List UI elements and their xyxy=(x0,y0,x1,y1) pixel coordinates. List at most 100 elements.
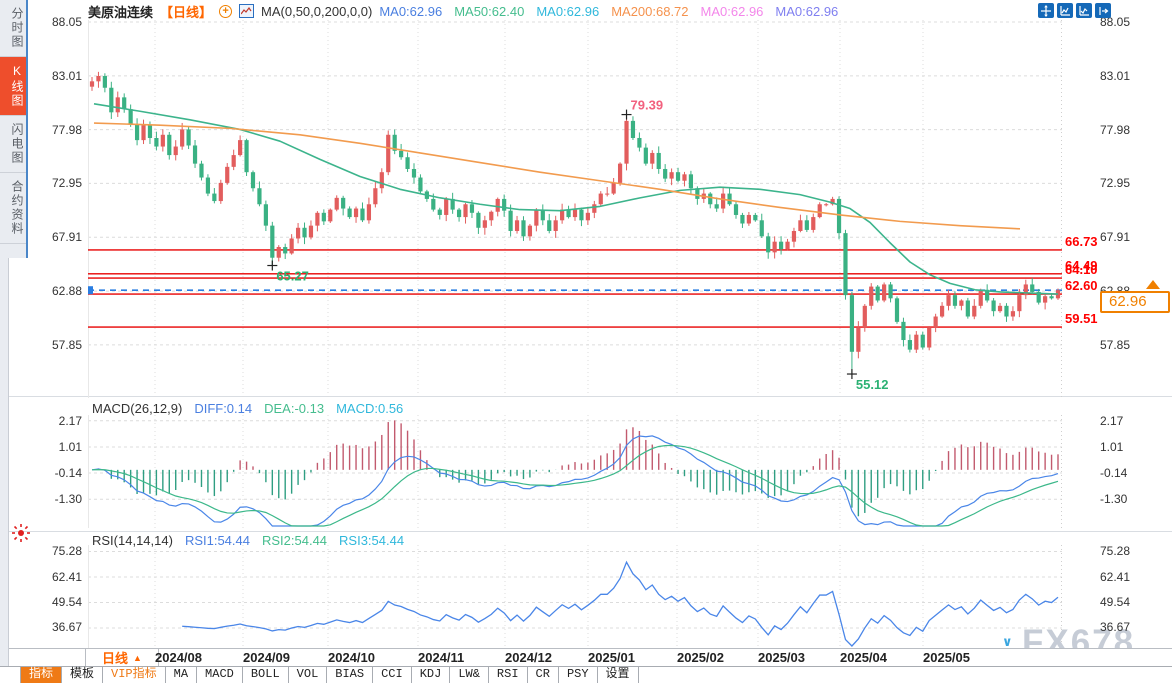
toolbar-button-[interactable]: 模板 xyxy=(62,667,104,683)
toolbar-button-vol[interactable]: VOL xyxy=(289,667,328,683)
macd-value-3: MACD:0.56 xyxy=(336,401,404,416)
toolbar-button-lw[interactable]: LW& xyxy=(450,667,489,683)
price-level-label: 64.49 xyxy=(1065,257,1098,273)
sidebar-chart-type-tabs: 分时图 K线图 闪电图 合约资料 xyxy=(0,0,28,258)
toolbar-button-[interactable]: 指标 xyxy=(20,667,63,683)
macd-chart[interactable] xyxy=(88,415,1062,533)
rsi-axis-label-left: 75.28 xyxy=(51,544,82,558)
toolbar-button-rsi[interactable]: RSI xyxy=(489,667,528,683)
main-axis-label-left: 62.88 xyxy=(51,284,82,298)
price-level-label: 62.60 xyxy=(1065,278,1098,294)
rsi-axis-label-left: 62.41 xyxy=(51,570,82,584)
date-axis-label: 2024/12 xyxy=(505,650,552,665)
date-axis-label: 2024/08 xyxy=(155,650,202,665)
date-axis-label: 2024/09 xyxy=(243,650,290,665)
sidebar-strip xyxy=(0,258,9,683)
toolbar-button-cr[interactable]: CR xyxy=(528,667,559,683)
main-chart[interactable]: 79.39 65.27 55.12 xyxy=(88,20,1062,403)
ma-value-2: MA50:62.40 xyxy=(454,3,525,19)
rsi-axis-label-left: 36.67 xyxy=(51,620,82,634)
toolbar-button-macd[interactable]: MACD xyxy=(197,667,243,683)
date-axis-label: 2025/01 xyxy=(588,650,635,665)
main-axis-label-left: 83.01 xyxy=(51,69,82,83)
macd-header: MACD(26,12,9) DIFF:0.14 DEA:-0.13 MACD:0.5… xyxy=(92,401,403,416)
ma-value-6: MA0:62.96 xyxy=(775,3,839,19)
macd-title: MACD(26,12,9) xyxy=(92,401,183,416)
macd-axis-label-right: -1.30 xyxy=(1100,492,1128,506)
macd-value-2: DEA:-0.13 xyxy=(264,401,325,416)
price-up-arrow-icon[interactable] xyxy=(1146,280,1160,289)
macd-axis-label-left: -1.30 xyxy=(54,492,82,506)
rsi-axis-label-right: 49.54 xyxy=(1100,595,1131,609)
toolbar-button-psy[interactable]: PSY xyxy=(559,667,598,683)
main-axis-label-left: 57.85 xyxy=(51,338,82,352)
rsi-axis-label-right: 75.28 xyxy=(1100,544,1131,558)
sidebar-tab-3[interactable]: 闪电图 xyxy=(0,116,26,173)
date-axis-label: 2025/05 xyxy=(923,650,970,665)
pan-icon[interactable] xyxy=(1038,3,1054,18)
price-level-label: 59.51 xyxy=(1065,311,1098,327)
scale-y-axis-icon[interactable] xyxy=(1076,3,1092,18)
toolbar-button-boll[interactable]: BOLL xyxy=(243,667,289,683)
toolbar-button-bias[interactable]: BIAS xyxy=(327,667,374,683)
current-date-marker-icon: ∨ xyxy=(1002,634,1013,649)
price-level-label: 64.10 xyxy=(1065,262,1098,278)
candlestick-chart-icon[interactable] xyxy=(239,4,255,18)
chart-titlebar: 美原油连续 【日线】 + MA(0,50,0,200,0,0) MA0:62.9… xyxy=(88,2,838,20)
macd-axis-label-right: 2.17 xyxy=(1100,414,1124,428)
main-axis-label-right: 72.95 xyxy=(1100,176,1131,190)
sidebar-tab-4[interactable]: 合约资料 xyxy=(0,173,26,244)
macd-axis-label-right: 1.01 xyxy=(1100,440,1124,454)
rsi-chart[interactable] xyxy=(88,545,1062,653)
toolbar-button-ma[interactable]: MA xyxy=(166,667,198,683)
sidebar-tab-2[interactable]: K线图 xyxy=(0,57,26,116)
main-axis-label-right: 77.98 xyxy=(1100,123,1131,137)
macd-axis-label-right: -0.14 xyxy=(1100,466,1128,480)
ma-value-1: MA0:62.96 xyxy=(379,3,443,19)
macd-axis-label-left: 1.01 xyxy=(58,440,82,454)
rsi-title: RSI(14,14,14) xyxy=(92,533,173,548)
indicator-toolbar: 指标 模板 VIP指标 MA MACD BOLL VOL BIAS CCI KDJ LW& RSI CR… xyxy=(0,666,1172,683)
toolbar-button-kdj[interactable]: KDJ xyxy=(412,667,451,683)
main-axis-label-left: 67.91 xyxy=(51,230,82,244)
svg-text:79.39: 79.39 xyxy=(631,98,664,113)
ma-value-3: MA0:62.96 xyxy=(536,3,600,19)
rsi-axis-label-right: 62.41 xyxy=(1100,570,1131,584)
date-axis-label: 2025/02 xyxy=(677,650,724,665)
sidebar-tab-1[interactable]: 分时图 xyxy=(0,0,26,57)
price-level-label: 66.73 xyxy=(1065,233,1098,249)
svg-text:55.12: 55.12 xyxy=(856,377,889,392)
period-arrow-icon: ▲ xyxy=(133,652,142,663)
period-label: 日线 xyxy=(102,651,129,666)
macd-axis-label-left: 2.17 xyxy=(58,414,82,428)
main-axis-label-right: 57.85 xyxy=(1100,338,1131,352)
rsi-value-1: RSI1:54.44 xyxy=(184,533,250,548)
ma-formula: MA(0,50,0,200,0,0) xyxy=(261,3,373,19)
ma-value-4: MA200:68.72 xyxy=(611,3,689,19)
main-axis-label-right: 83.01 xyxy=(1100,69,1131,83)
exit-chart-icon[interactable] xyxy=(1095,3,1111,18)
main-axis-label-left: 88.05 xyxy=(51,15,82,29)
main-axis-label-right: 67.91 xyxy=(1100,230,1131,244)
svg-text:65.27: 65.27 xyxy=(276,269,309,284)
toolbar-button-cci[interactable]: CCI xyxy=(373,667,412,683)
rsi-value-2: RSI2:54.44 xyxy=(261,533,328,548)
scale-x-axis-icon[interactable] xyxy=(1057,3,1073,18)
rsi-axis-label-left: 49.54 xyxy=(51,595,82,609)
date-axis-label: 2024/10 xyxy=(328,650,375,665)
symbol-name: 美原油连续 xyxy=(88,4,154,20)
ma-value-5: MA0:62.96 xyxy=(700,3,764,19)
period-tag: 【日线】 xyxy=(160,4,213,20)
toolbar-button-[interactable]: 设置 xyxy=(598,667,639,683)
toolbar-button-vip[interactable]: VIP指标 xyxy=(103,667,166,683)
period-dropdown-button[interactable]: 日线 ▲ xyxy=(85,649,159,666)
plus-circle-icon[interactable]: + xyxy=(219,4,233,18)
rsi-axis-label-right: 36.67 xyxy=(1100,620,1131,634)
macd-value-1: DIFF:0.14 xyxy=(194,401,253,416)
chart-window-icons xyxy=(1038,3,1111,18)
macd-axis-label-left: -0.14 xyxy=(54,466,82,480)
alert-burst-icon[interactable] xyxy=(11,523,31,548)
date-axis-label: 2025/04 xyxy=(840,650,887,665)
current-price-box: 62.96 xyxy=(1100,291,1170,313)
